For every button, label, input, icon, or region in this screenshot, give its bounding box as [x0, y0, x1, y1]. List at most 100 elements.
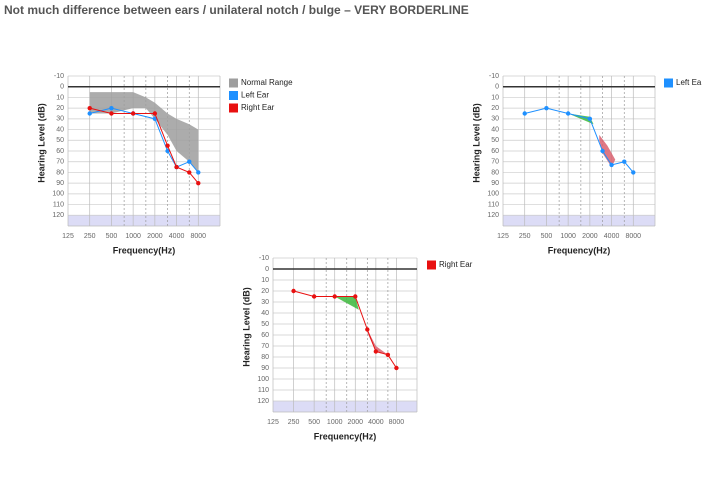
- out-of-range-band: [68, 215, 220, 226]
- y-tick-label: 0: [495, 84, 499, 91]
- x-tick-label: 250: [288, 419, 300, 426]
- data-point: [600, 148, 605, 154]
- y-tick-label: 30: [491, 116, 499, 123]
- x-tick-label: 500: [541, 233, 553, 240]
- data-point: [130, 111, 136, 116]
- y-tick-label: 20: [491, 105, 499, 112]
- y-tick-label: 70: [261, 343, 269, 350]
- data-point: [196, 180, 201, 186]
- difference-shading: [568, 113, 594, 125]
- x-tick-label: 8000: [190, 233, 206, 240]
- x-tick-label: 125: [62, 233, 74, 240]
- data-point: [631, 170, 636, 175]
- x-axis-label: Frequency(Hz): [314, 431, 377, 441]
- legend-swatch: [229, 91, 238, 100]
- y-tick-label: 0: [60, 84, 64, 91]
- x-tick-label: 125: [267, 419, 279, 426]
- y-tick-label: 100: [487, 191, 499, 198]
- y-tick-label: 60: [491, 148, 499, 155]
- y-tick-label: 40: [261, 310, 269, 317]
- y-tick-label: 90: [491, 180, 499, 187]
- series-line: [293, 290, 397, 369]
- y-tick-label: 80: [261, 354, 269, 361]
- x-tick-label: 2000: [582, 233, 598, 240]
- normal-range-area: [89, 92, 199, 173]
- y-tick-label: 60: [56, 148, 64, 155]
- x-tick-label: 250: [519, 233, 531, 240]
- chart: -10 0 10 20 30 40 50 60 70 80 90 100 110 120 125 250 500…: [471, 73, 702, 256]
- y-tick-label: 90: [56, 180, 64, 187]
- data-point: [522, 111, 527, 116]
- data-point: [174, 164, 179, 170]
- y-tick-label: -10: [54, 73, 64, 80]
- data-point: [332, 294, 337, 299]
- legend-swatch: [229, 103, 238, 113]
- y-tick-label: 0: [265, 266, 269, 273]
- chart: -10 0 10 20 30 40 50 60 70 80 90 100 110 120 125 250 500…: [241, 255, 472, 442]
- y-tick-label: 80: [491, 169, 499, 176]
- out-of-range-band: [503, 215, 655, 226]
- data-point: [152, 111, 158, 116]
- y-tick-label: 20: [56, 105, 64, 112]
- difference-shading: [599, 134, 616, 168]
- legend-swatch: [427, 260, 436, 270]
- y-tick-label: 70: [491, 159, 499, 166]
- x-tick-label: 4000: [169, 233, 185, 240]
- data-point: [622, 159, 627, 164]
- y-tick-label: 10: [56, 94, 64, 101]
- legend-swatch: [229, 78, 238, 88]
- data-point: [609, 162, 614, 168]
- x-tick-label: 1000: [327, 419, 343, 426]
- y-tick-label: 50: [261, 321, 269, 328]
- y-tick-label: 30: [56, 116, 64, 123]
- x-tick-label: 4000: [368, 419, 384, 426]
- y-tick-label: 90: [261, 365, 269, 372]
- data-point: [311, 294, 317, 299]
- y-tick-label: -10: [259, 255, 269, 262]
- data-point: [365, 327, 370, 332]
- y-tick-label: 40: [56, 126, 64, 133]
- y-tick-label: 60: [261, 332, 269, 339]
- y-tick-label: 120: [257, 398, 269, 405]
- chart: -10 0 10 20 30 40 50 60 70 80 90 100 110 120 125 250 500…: [36, 73, 293, 256]
- legend-label: Right Ear: [439, 260, 473, 269]
- x-tick-label: 1000: [125, 233, 141, 240]
- x-tick-label: 500: [106, 233, 118, 240]
- x-axis-label: Frequency(Hz): [113, 245, 176, 255]
- data-point: [165, 148, 170, 154]
- y-axis-label: Hearing Level (dB): [241, 287, 251, 367]
- legend-label: Left Ea: [676, 78, 702, 87]
- data-point: [109, 111, 114, 116]
- series-line: [89, 107, 199, 184]
- x-tick-label: 8000: [389, 419, 405, 426]
- data-point: [152, 116, 158, 122]
- data-point: [394, 365, 399, 371]
- x-tick-label: 250: [84, 233, 96, 240]
- data-point: [291, 288, 296, 294]
- data-point: [587, 116, 593, 122]
- difference-shading: [367, 329, 388, 355]
- y-tick-label: 10: [261, 277, 269, 284]
- y-tick-label: 100: [52, 191, 64, 198]
- legend-swatch: [664, 78, 673, 88]
- y-tick-label: 30: [261, 299, 269, 306]
- data-point: [165, 143, 170, 148]
- x-tick-label: 1000: [560, 233, 576, 240]
- data-point: [87, 105, 92, 111]
- data-point: [87, 111, 92, 116]
- x-axis-label: Frequency(Hz): [548, 245, 611, 255]
- y-tick-label: 50: [491, 137, 499, 144]
- y-tick-label: 80: [56, 169, 64, 176]
- legend-label: Normal Range: [241, 78, 293, 87]
- data-point: [385, 352, 391, 357]
- data-point: [373, 349, 379, 354]
- y-tick-label: 20: [261, 288, 269, 295]
- legend-label: Left Ear: [241, 91, 269, 100]
- difference-shading: [334, 296, 359, 310]
- x-tick-label: 500: [308, 419, 320, 426]
- y-tick-label: 10: [491, 94, 499, 101]
- data-point: [565, 111, 571, 116]
- x-tick-label: 4000: [604, 233, 620, 240]
- data-point: [187, 170, 192, 175]
- y-tick-label: 40: [491, 126, 499, 133]
